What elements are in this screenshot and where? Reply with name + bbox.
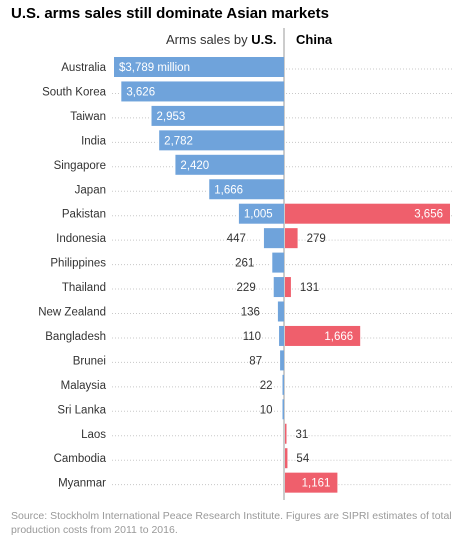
us-bar	[280, 350, 284, 371]
china-bar	[285, 228, 298, 249]
category-label: Cambodia	[54, 453, 107, 465]
china-bar	[285, 277, 291, 298]
us-bar	[273, 277, 284, 298]
us-header-bold: U.S.	[251, 32, 277, 47]
china-value-label: 3,656	[414, 209, 443, 221]
us-value-label: 87	[249, 355, 262, 367]
category-label: Pakistan	[62, 209, 106, 221]
category-label: Singapore	[54, 160, 106, 172]
china-bar	[285, 203, 450, 224]
us-value-label: 447	[227, 233, 246, 245]
us-bar	[114, 57, 284, 77]
china-header: China	[296, 32, 333, 47]
us-value-label: 10	[260, 404, 273, 416]
china-bar	[285, 423, 287, 444]
china-value-label: 131	[300, 282, 319, 294]
us-bar	[277, 301, 284, 322]
us-value-label: 2,420	[180, 160, 209, 172]
category-label: Bangladesh	[45, 331, 106, 343]
us-value-label: 110	[243, 331, 261, 343]
china-bar	[285, 448, 288, 469]
category-label: Sri Lanka	[57, 404, 106, 416]
china-bar	[285, 472, 338, 493]
us-value-label: 1,005	[244, 209, 273, 221]
category-label: Indonesia	[56, 233, 106, 245]
us-value-label: 3,626	[126, 86, 155, 98]
chart-title: U.S. arms sales still dominate Asian mar…	[11, 5, 329, 22]
us-bar	[263, 228, 284, 249]
china-value-label: 31	[296, 429, 309, 441]
us-bar	[151, 105, 284, 126]
category-label: Myanmar	[58, 478, 106, 490]
category-label: Brunei	[73, 355, 106, 367]
category-label: New Zealand	[38, 307, 106, 319]
category-label: India	[81, 135, 107, 147]
us-bar	[282, 399, 284, 420]
category-label: Japan	[75, 184, 106, 196]
us-value-label: 2,953	[157, 111, 186, 123]
china-value-label: 1,161	[302, 478, 331, 490]
us-bar	[279, 325, 284, 346]
us-value-label: $3,789 million	[119, 62, 190, 74]
us-value-label: 261	[235, 258, 254, 270]
us-value-label: 136	[241, 307, 260, 319]
china-value-label: 279	[307, 233, 326, 245]
china-value-label: 54	[296, 453, 309, 465]
source-note: Source: Stockholm International Peace Re…	[11, 510, 452, 536]
us-bar	[121, 81, 284, 102]
category-label: Australia	[61, 62, 106, 74]
category-label: Malaysia	[61, 380, 107, 392]
us-bar	[238, 203, 284, 224]
china-value-label: 1,666	[324, 331, 353, 343]
us-bar	[272, 252, 284, 273]
category-label: Laos	[81, 429, 106, 441]
us-bar	[175, 154, 284, 175]
category-label: Taiwan	[70, 111, 106, 123]
category-label: Philippines	[50, 258, 106, 270]
us-value-label: 2,782	[164, 135, 193, 147]
us-value-label: 229	[237, 282, 256, 294]
category-label: South Korea	[42, 86, 107, 98]
us-value-label: 1,666	[214, 184, 243, 196]
chart-canvas: Australia $3,789 million South Korea 3,626 T…	[38, 28, 452, 500]
us-bar	[282, 374, 284, 395]
us-bar	[159, 130, 284, 151]
us-value-label: 22	[260, 380, 273, 392]
us-header: Arms sales by U.S.	[166, 32, 277, 47]
category-label: Thailand	[62, 282, 106, 294]
us-header-prefix: Arms sales by	[166, 32, 252, 47]
china-bar	[285, 325, 361, 346]
us-bar	[209, 179, 284, 200]
